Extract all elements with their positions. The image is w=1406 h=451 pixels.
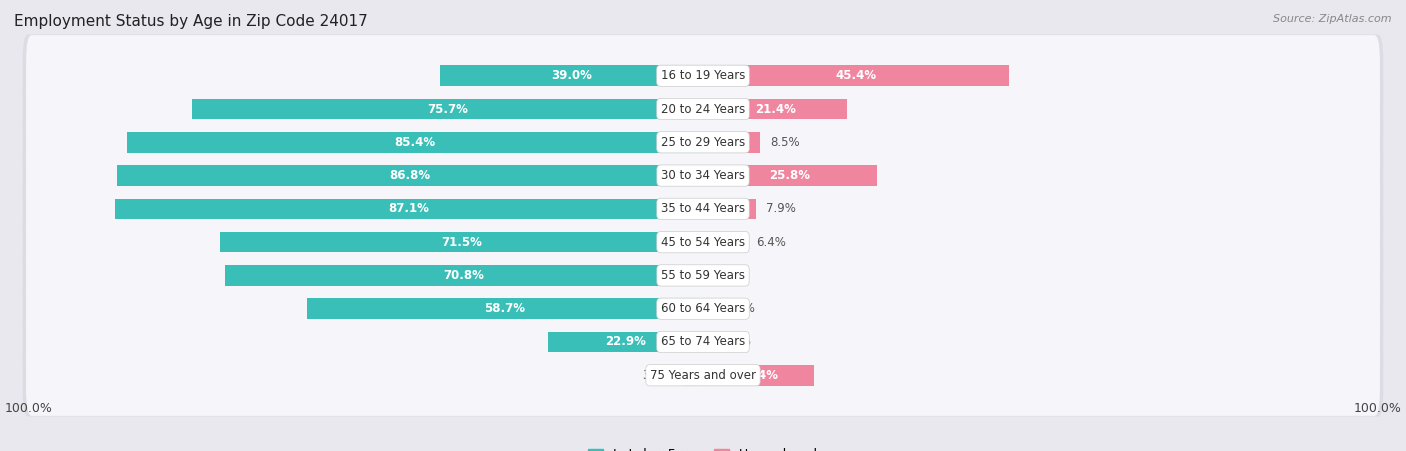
- Text: 16.4%: 16.4%: [738, 369, 779, 382]
- Text: 25.8%: 25.8%: [769, 169, 811, 182]
- Bar: [682, 365, 703, 386]
- Text: 70.8%: 70.8%: [444, 269, 485, 282]
- FancyBboxPatch shape: [27, 135, 1379, 216]
- FancyBboxPatch shape: [22, 34, 1384, 117]
- Bar: [703, 132, 761, 152]
- Bar: [307, 299, 703, 319]
- Text: 22.9%: 22.9%: [606, 336, 647, 349]
- FancyBboxPatch shape: [22, 134, 1384, 217]
- Bar: [117, 165, 703, 186]
- Bar: [703, 299, 716, 319]
- FancyBboxPatch shape: [27, 69, 1379, 150]
- Bar: [703, 99, 848, 120]
- FancyBboxPatch shape: [22, 301, 1384, 383]
- Text: 1.9%: 1.9%: [725, 302, 756, 315]
- Text: 60 to 64 Years: 60 to 64 Years: [661, 302, 745, 315]
- Text: 85.4%: 85.4%: [394, 136, 436, 149]
- Bar: [703, 165, 877, 186]
- FancyBboxPatch shape: [22, 101, 1384, 184]
- FancyBboxPatch shape: [27, 235, 1379, 316]
- FancyBboxPatch shape: [27, 301, 1379, 382]
- Bar: [703, 65, 1010, 86]
- Text: 0.0%: 0.0%: [713, 269, 742, 282]
- Text: 21.4%: 21.4%: [755, 102, 796, 115]
- Bar: [440, 65, 703, 86]
- Text: 35 to 44 Years: 35 to 44 Years: [661, 202, 745, 216]
- FancyBboxPatch shape: [22, 334, 1384, 417]
- FancyBboxPatch shape: [22, 201, 1384, 283]
- FancyBboxPatch shape: [22, 267, 1384, 350]
- Text: 16 to 19 Years: 16 to 19 Years: [661, 69, 745, 82]
- Bar: [703, 365, 814, 386]
- Bar: [703, 198, 756, 219]
- Legend: In Labor Force, Unemployed: In Labor Force, Unemployed: [583, 443, 823, 451]
- Text: 58.7%: 58.7%: [485, 302, 526, 315]
- Text: Source: ZipAtlas.com: Source: ZipAtlas.com: [1274, 14, 1392, 23]
- FancyBboxPatch shape: [27, 202, 1379, 283]
- FancyBboxPatch shape: [22, 234, 1384, 317]
- Text: 86.8%: 86.8%: [389, 169, 430, 182]
- Bar: [548, 331, 703, 352]
- Text: 71.5%: 71.5%: [441, 235, 482, 249]
- Text: 1.2%: 1.2%: [721, 336, 751, 349]
- Bar: [115, 198, 703, 219]
- FancyBboxPatch shape: [27, 335, 1379, 416]
- FancyBboxPatch shape: [22, 68, 1384, 150]
- Text: 65 to 74 Years: 65 to 74 Years: [661, 336, 745, 349]
- Text: 20 to 24 Years: 20 to 24 Years: [661, 102, 745, 115]
- FancyBboxPatch shape: [27, 35, 1379, 116]
- Text: 39.0%: 39.0%: [551, 69, 592, 82]
- Text: 75.7%: 75.7%: [427, 102, 468, 115]
- Bar: [225, 265, 703, 286]
- Bar: [221, 232, 703, 253]
- FancyBboxPatch shape: [27, 102, 1379, 183]
- Bar: [703, 331, 711, 352]
- Text: 75 Years and over: 75 Years and over: [650, 369, 756, 382]
- Text: 87.1%: 87.1%: [388, 202, 429, 216]
- Text: 45 to 54 Years: 45 to 54 Years: [661, 235, 745, 249]
- Text: 55 to 59 Years: 55 to 59 Years: [661, 269, 745, 282]
- FancyBboxPatch shape: [22, 168, 1384, 250]
- Bar: [193, 99, 703, 120]
- Text: 25 to 29 Years: 25 to 29 Years: [661, 136, 745, 149]
- Bar: [127, 132, 703, 152]
- Text: 6.4%: 6.4%: [756, 235, 786, 249]
- Text: Employment Status by Age in Zip Code 24017: Employment Status by Age in Zip Code 240…: [14, 14, 368, 28]
- Text: 7.9%: 7.9%: [766, 202, 796, 216]
- Text: 45.4%: 45.4%: [835, 69, 877, 82]
- Text: 30 to 34 Years: 30 to 34 Years: [661, 169, 745, 182]
- Bar: [703, 232, 747, 253]
- FancyBboxPatch shape: [27, 168, 1379, 249]
- Text: 3.1%: 3.1%: [643, 369, 672, 382]
- Text: 8.5%: 8.5%: [770, 136, 800, 149]
- FancyBboxPatch shape: [27, 268, 1379, 349]
